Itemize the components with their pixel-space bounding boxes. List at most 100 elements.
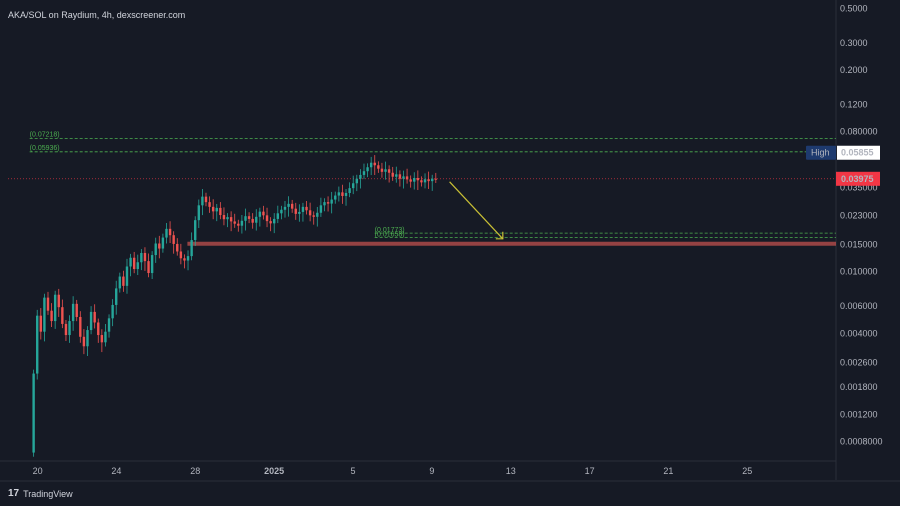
last-price-badge [836,171,880,186]
y-tick-label: 0.002600 [840,357,878,367]
x-tick-label: 5 [350,466,355,476]
candle-body [122,276,125,286]
candle-body [323,202,326,206]
candle-body [68,321,71,336]
candle-body [373,162,376,166]
candle-body [258,211,262,217]
x-tick-label: 25 [742,466,752,476]
candle-body [71,303,75,322]
y-tick-label: 0.001800 [840,382,878,392]
high-badge-label: High [811,148,830,158]
candle-body [53,294,57,322]
candle-body [147,261,150,274]
candle-body [154,243,157,256]
x-tick-label: 20 [33,466,43,476]
candle-body [194,220,197,241]
candle-body [75,303,78,317]
candle-body [222,215,226,220]
candle-body [409,179,412,182]
candle-body [283,206,287,210]
high-badge [806,145,836,160]
candle-body [434,178,437,180]
candle-body [211,206,215,212]
candle-body [240,220,244,226]
candle-body [287,203,290,207]
candle-body [32,373,35,453]
candle-body [143,252,147,262]
candle-body [79,316,82,337]
candle-body [269,221,272,224]
candle-body [369,162,373,168]
candle-body [233,221,236,224]
y-tick-label: 0.0008000 [840,437,883,447]
y-tick-label: 0.015000 [840,239,878,249]
tradingview-logo[interactable]: 17 TradingView [8,488,73,499]
candle-body [387,169,391,173]
candle-body [158,243,161,249]
candle-body [366,167,369,172]
candle-body [97,322,100,336]
candle-body [183,258,186,261]
candle-body [280,209,283,214]
x-tick-label: 13 [506,466,516,476]
x-tick-label: 9 [429,466,434,476]
candle-body [326,202,330,204]
y-tick-label: 0.2000 [840,65,868,75]
candle-body [262,211,265,216]
candle-body [237,223,240,226]
candle-body [391,172,394,177]
candle-body [107,318,111,332]
y-tick-label: 0.023000 [840,211,878,221]
candle-body [395,174,398,177]
candle-body [104,331,107,343]
projection-arrow [449,181,504,240]
candle-body [377,165,380,169]
candle-body [219,207,222,216]
candle-body [129,257,132,267]
candle-body [348,188,351,193]
candle-body [165,228,168,238]
candle-body [93,311,96,323]
candle-body [190,240,193,257]
candle-body [405,176,409,180]
candle-body [290,203,294,209]
x-tick-label: 2025 [264,466,284,476]
y-tick-label: 0.004000 [840,328,878,338]
candle-body [316,212,319,217]
candle-body [226,217,229,220]
y-tick-label: 0.5000 [840,3,868,13]
candle-body [115,288,118,305]
candle-body [100,335,104,343]
tradingview-logo-icon: 17 [8,488,20,499]
candle-body [255,216,258,223]
y-tick-label: 0.001200 [840,409,878,419]
candle-body [39,315,43,332]
candle-body [57,294,60,308]
candle-body [150,255,154,274]
support-label: (0.01658) [375,232,405,239]
y-tick-label: 0.080000 [840,127,878,137]
candle-body [312,215,315,217]
candle-body [125,266,129,286]
candle-body [204,196,208,203]
candle-body [82,336,86,347]
candle-body [305,206,308,211]
high-value-label: 0.05855 [841,148,874,158]
candle-body [308,210,312,216]
candle-body [416,178,420,181]
candle-body [208,202,211,207]
candle-body [244,216,247,221]
candle-body [43,297,46,332]
candle-body [201,196,204,206]
candle-body [132,257,136,270]
candle-body [215,207,218,212]
candle-body [298,211,301,214]
candle-body [319,205,323,213]
y-tick-label: 0.010000 [840,267,878,277]
candle-body [176,243,179,252]
candle-body [359,174,362,179]
last-price-label: 0.03975 [841,174,874,184]
candle-body [337,192,341,196]
candle-body [380,168,384,172]
